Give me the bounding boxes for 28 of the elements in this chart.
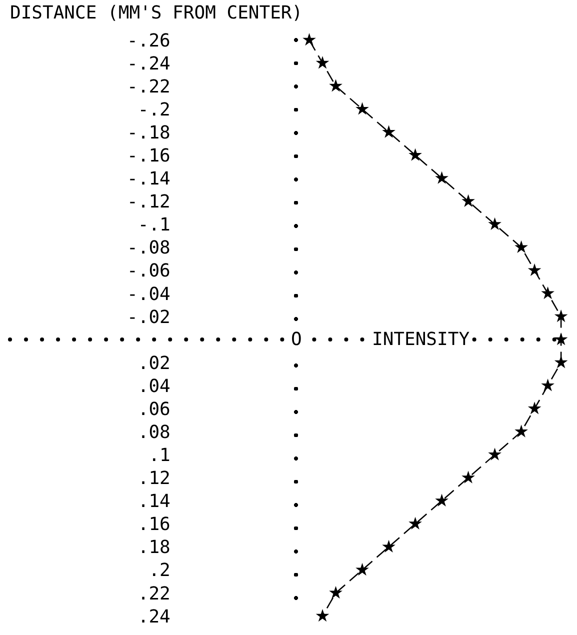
y-tick-label: -.08 [127,238,170,259]
y-tick-label: .06 [138,398,170,420]
y-tick-label: -.26 [127,30,170,52]
y-tick-label: -.2 [138,99,170,120]
y-tick-label: -.06 [127,260,170,282]
y-tick-label: -.18 [127,122,170,144]
y-tick-label: .12 [138,468,170,490]
y-tick-label: .08 [138,422,170,443]
y-tick-label: -.12 [127,192,170,213]
y-tick-label: -.16 [127,146,170,166]
y-tick-label: .14 [138,491,170,512]
chart-title: DISTANCE (MM'S FROM CENTER) [10,2,303,24]
x-axis-title: INTENSITY [372,329,470,350]
y-tick-label: .04 [138,376,170,397]
y-tick-label: .2 [148,560,170,582]
y-tick-label: -.14 [127,168,170,190]
y-tick-label: -.02 [127,306,170,328]
y-tick-label: .1 [148,445,170,466]
y-tick-label: .16 [138,514,170,536]
y-tick-label: -.04 [127,284,170,305]
y-tick-label: -.24 [127,53,170,74]
y-tick-label: .18 [138,537,170,558]
y-tick-label: .02 [138,352,170,374]
y-tick-label: -.22 [127,76,170,98]
y-tick-label: -.1 [138,214,170,236]
y-tick-label: .24 [138,606,170,628]
y-tick-label: .22 [138,583,170,604]
annotation: O [291,329,302,350]
